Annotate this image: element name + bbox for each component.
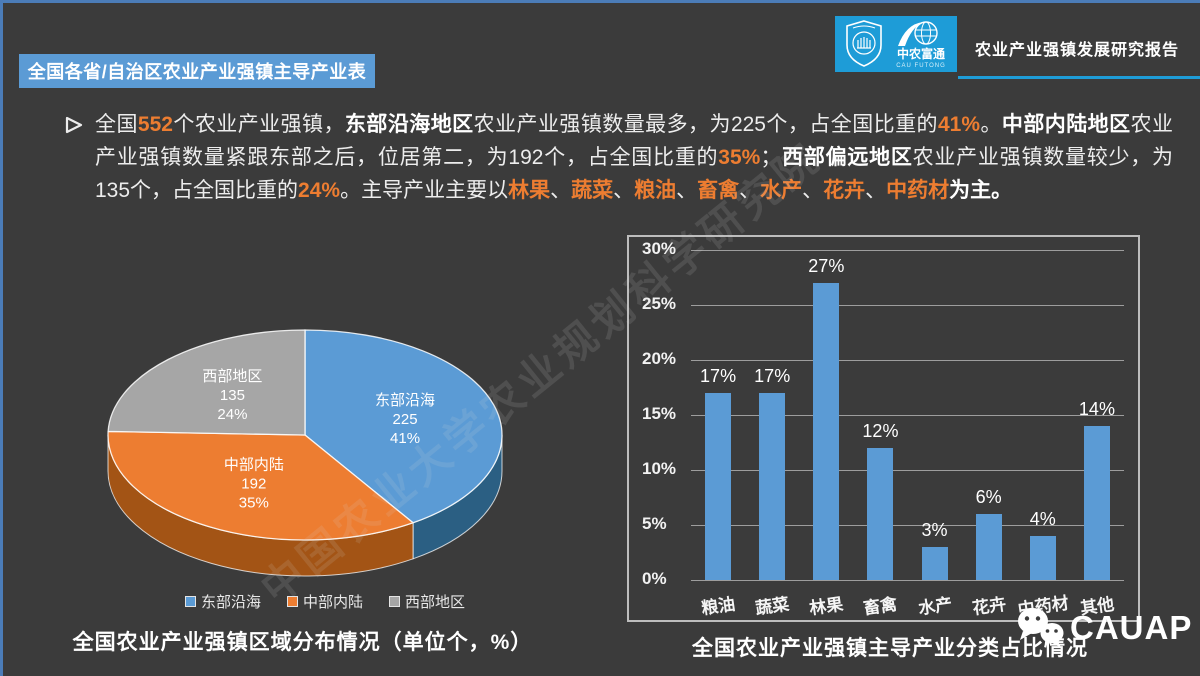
intro-segment: 、 [550,179,572,202]
y-axis-tick: 0% [642,569,667,588]
intro-segment: 24% [298,179,341,202]
pie-slice [107,430,414,541]
intro-segment: 全国 [95,113,138,136]
intro-segment: 中部内陆地区 [1001,113,1131,136]
header-underline [958,76,1200,79]
intro-segment: 、 [676,179,698,202]
legend-label: 西部地区 [405,594,466,611]
intro-segment: 、 [865,179,887,202]
pie-slice-label: 东部沿海 225 41% [375,392,435,447]
y-axis-tick: 20% [642,349,677,368]
bar-data-label: 14% [1078,399,1115,419]
y-axis-tick: 15% [642,404,677,423]
bar-data-label: 27% [808,256,845,276]
legend-item: 西部地区 [389,591,465,612]
intro-segment: 粮油 [634,179,677,202]
top-edge-line [0,0,1200,3]
intro-segment: ； [760,146,782,169]
futong-logo-sub: CAU FUTONG [896,63,946,69]
futong-logo-icon: 中农富通 CAU FUTONG [896,21,946,69]
bar-data-label: 17% [700,366,737,386]
bar-data-label: 3% [921,520,948,540]
gridline [691,360,1124,361]
pie-chart-caption: 全国农业产业强镇区域分布情况（单位个，%） [72,631,533,654]
intro-segment: 农业产业强镇数量紧跟东部之后，位居第二，为192个，占全国比重的 [95,113,1174,169]
intro-segment: 35% [718,146,761,169]
pie-slice-label: 西部地区 135 24% [202,368,262,423]
gridline [691,305,1124,306]
bar-chart-caption: 全国农业产业强镇主导产业分类占比情况 [692,637,1088,660]
intro-segment: 农业产业强镇数量较少，为135个，占全国比重的 [95,146,1174,202]
futong-logo-name: 中农富通 [896,46,944,61]
intro-segment: 41% [937,113,981,136]
gridline [691,580,1124,581]
legend-swatch [286,596,298,607]
wechat-icon [1018,608,1064,648]
intro-segment: 为主。 [949,179,1013,202]
footer-brand: CAUAP [1016,606,1192,650]
gridline [691,470,1124,471]
bar-data-label: 6% [975,487,1002,507]
intro-segment: 。 [980,113,1002,136]
intro-segment: 农业产业强镇数量最多，为225个，占全国比重的 [473,113,938,136]
intro-segment: 。主导产业主要以 [340,179,509,202]
intro-segment: 、 [739,179,761,202]
intro-segment: 花卉 [823,179,866,202]
pie-slice [107,329,306,436]
legend-item: 东部沿海 [184,591,261,612]
gridline [691,415,1124,416]
bar [867,448,894,580]
left-edge-line [0,0,3,676]
intro-segment: 、 [802,179,824,202]
bar [1083,426,1110,580]
intro-segment: 水产 [760,179,803,202]
bar [921,547,948,580]
bar [1029,536,1056,580]
y-axis-tick: 5% [642,514,667,533]
y-axis-tick: 10% [642,459,677,478]
bar [705,393,732,580]
legend-label: 中部内陆 [302,594,363,611]
intro-segment: 林果 [508,179,551,202]
page-title: 全国各省/自治区农业产业强镇主导产业表 [19,54,375,88]
intro-segment: 个农业产业强镇， [172,113,345,136]
bar-data-label: 4% [1029,509,1056,529]
report-title: 农业产业强镇发展研究报告 [975,42,1180,59]
bar [975,514,1002,580]
arrow-bullet-icon [65,116,83,134]
gridline [691,525,1124,526]
y-axis-tick: 25% [642,294,677,313]
y-axis-tick: 30% [642,239,677,258]
legend-swatch [389,596,400,607]
legend-item: 中部内陆 [286,591,363,612]
header-logo-box: 中农富通 CAU FUTONG [835,16,957,72]
intro-segment: 畜禽 [697,179,740,202]
pie-chart: 东部沿海 225 41% 中部内陆 192 35% 西部地区 135 24% [107,329,503,577]
intro-segment: 、 [613,179,635,202]
intro-segment: 东部沿海地区 [344,113,474,136]
university-seal-icon [845,20,882,67]
pie-legend: 东部沿海 中部内陆 西部地区 [85,591,565,612]
bar-chart: 0% 5% 10% 15% 20% 25% 30% 17% 粮油 17% 蔬菜 27% 林果 12% 畜禽 3… [627,235,1140,622]
legend-label: 东部沿海 [200,594,261,611]
intro-segment: 蔬菜 [571,179,614,202]
bar [759,393,786,580]
pie-slice-label: 中部内陆 192 35% [224,457,284,512]
bar-data-label: 17% [754,366,791,386]
intro-paragraph: 全国552个农业产业强镇，东部沿海地区农业产业强镇数量最多，为225个，占全国比… [95,108,1173,207]
footer-brand-text: CAUAP [1070,609,1193,646]
intro-segment: 552 [137,113,173,136]
intro-segment: 中药材 [886,179,950,202]
bar-data-label: 12% [862,421,899,441]
bar [813,283,840,580]
intro-segment: 西部偏远地区 [781,146,913,169]
gridline [691,250,1124,251]
legend-swatch [184,596,196,607]
